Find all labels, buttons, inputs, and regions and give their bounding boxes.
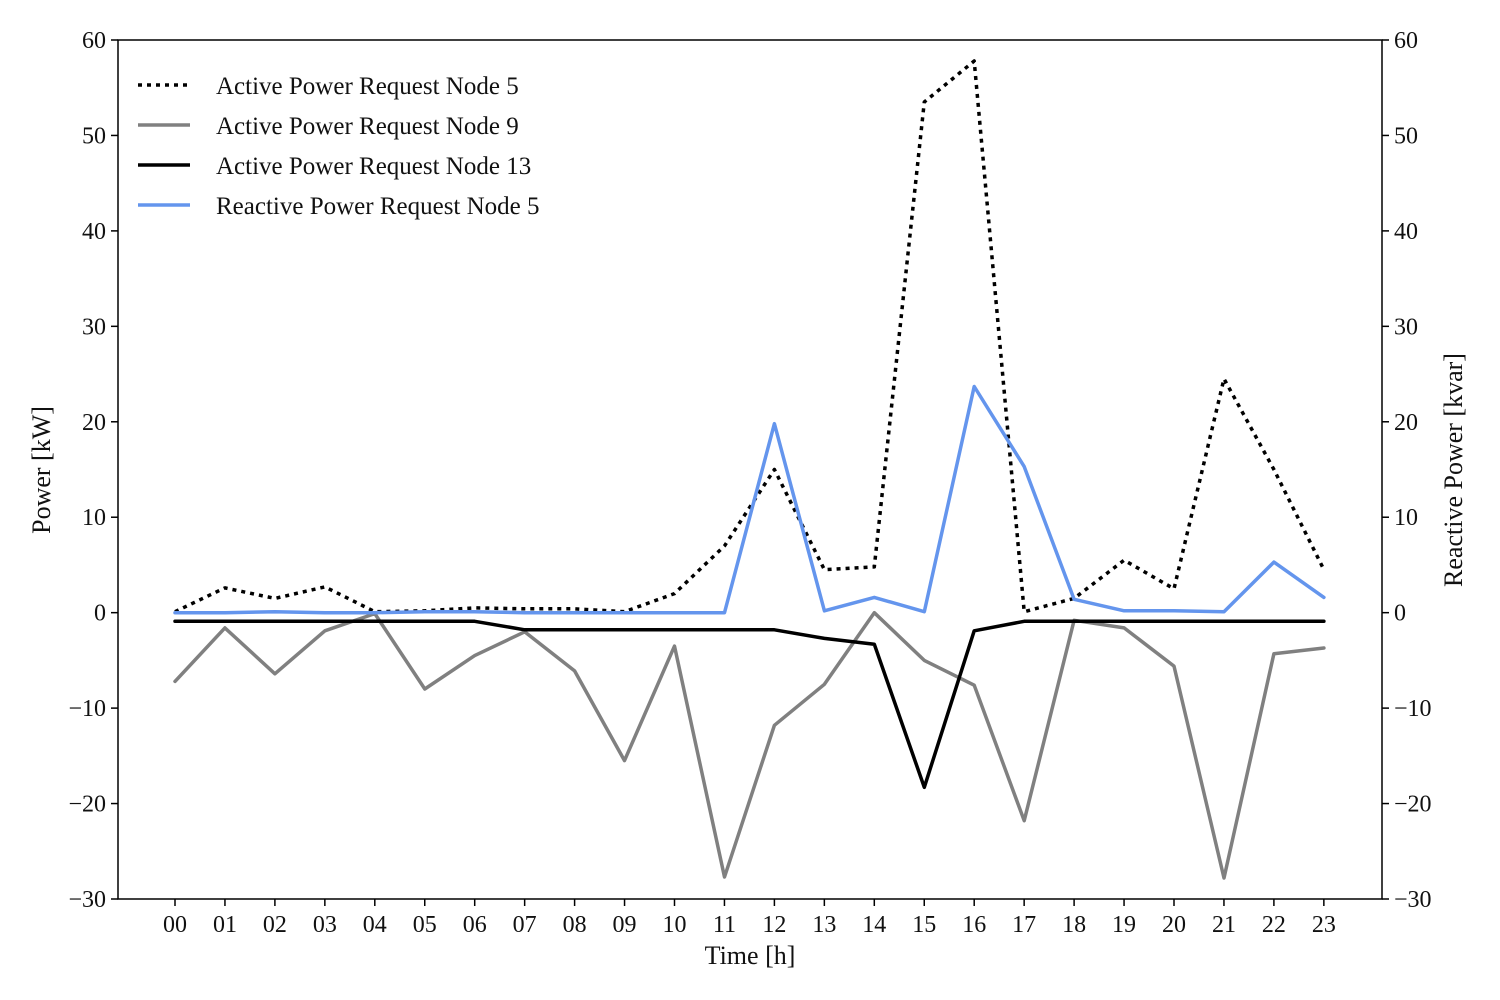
y-tick-label-left: −30 [68, 887, 106, 913]
y-tick-label-left: −10 [68, 696, 106, 722]
y-axis-title-right: Reactive Power [kvar] [1439, 353, 1468, 587]
series-layer [173, 59, 1326, 880]
x-tick-label: 17 [1012, 912, 1036, 938]
x-tick-label: 09 [613, 912, 637, 938]
y-tick-label-right: −30 [1394, 887, 1432, 913]
x-tick-label: 19 [1112, 912, 1136, 938]
legend-label: Active Power Request Node 5 [216, 73, 519, 100]
x-tick-label: 12 [762, 912, 786, 938]
y-tick-label-right: 30 [1394, 314, 1418, 340]
x-tick-label: 13 [812, 912, 836, 938]
x-tick-label: 16 [962, 912, 986, 938]
x-tick-label: 11 [713, 912, 736, 938]
x-tick-label: 23 [1312, 912, 1336, 938]
x-tick-label: 15 [912, 912, 936, 938]
x-tick-label: 02 [263, 912, 287, 938]
y-tick-label-left: 10 [82, 505, 106, 531]
y-tick-label-left: 40 [82, 219, 106, 245]
x-tick-label: 20 [1162, 912, 1186, 938]
x-tick-label: 14 [862, 912, 886, 938]
y-tick-label-left: 50 [82, 123, 106, 149]
x-tick-label: 22 [1262, 912, 1286, 938]
y-tick-label-left: 0 [94, 601, 106, 627]
legend: Active Power Request Node 5 Active Power … [138, 73, 540, 220]
series-line-1 [174, 59, 1326, 614]
y-tick-label-left: −20 [68, 792, 106, 818]
x-tick-label: 21 [1212, 912, 1236, 938]
legend-label: Active Power Request Node 9 [216, 113, 519, 140]
y-tick-label-right: −20 [1394, 792, 1432, 818]
y-tick-label-left: 60 [82, 28, 106, 54]
y-tick-label-left: 20 [82, 410, 106, 436]
x-tick-label: 00 [163, 912, 187, 938]
x-tick-label: 10 [663, 912, 687, 938]
x-tick-label: 04 [363, 912, 387, 938]
x-tick-label: 06 [463, 912, 487, 938]
y-tick-label-right: 0 [1394, 601, 1406, 627]
series-line-4 [173, 384, 1326, 615]
y-tick-label-right: 40 [1394, 219, 1418, 245]
y-axis-title-left: Power [kW] [27, 406, 56, 534]
y-tick-label-right: 60 [1394, 28, 1418, 54]
y-tick-label-right: 10 [1394, 505, 1418, 531]
x-tick-label: 07 [513, 912, 537, 938]
x-tick-label: 08 [563, 912, 587, 938]
x-axis-title: Time [h] [705, 941, 796, 970]
series-line-2 [173, 610, 1326, 880]
series-line-3 [173, 619, 1326, 790]
x-tick-label: 05 [413, 912, 437, 938]
y-tick-label-left: 30 [82, 314, 106, 340]
x-tick-label: 01 [213, 912, 237, 938]
x-tick-label: 03 [313, 912, 337, 938]
y-tick-label-right: −10 [1394, 696, 1432, 722]
y-tick-label-right: 20 [1394, 410, 1418, 436]
y-tick-label-right: 50 [1394, 123, 1418, 149]
plot-frame [117, 39, 1383, 900]
legend-label: Active Power Request Node 13 [216, 153, 531, 180]
legend-label: Reactive Power Request Node 5 [216, 193, 540, 220]
x-tick-label: 18 [1062, 912, 1086, 938]
